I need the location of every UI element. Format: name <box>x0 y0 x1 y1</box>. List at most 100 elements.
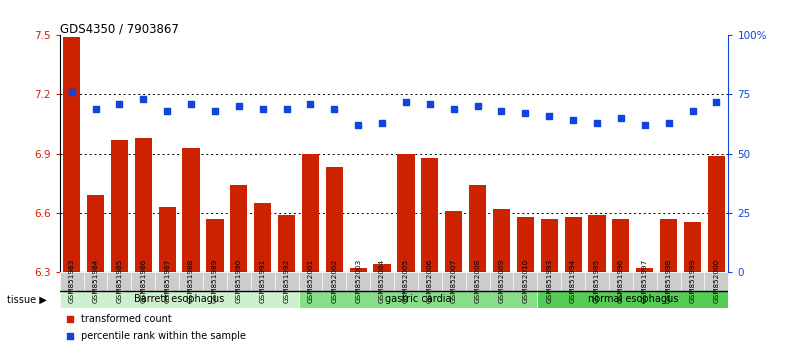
Bar <box>373 264 391 272</box>
Bar <box>60 272 84 291</box>
Bar <box>394 272 418 291</box>
Bar <box>633 272 657 291</box>
Bar <box>254 203 271 272</box>
Point <box>256 106 269 112</box>
Bar <box>540 218 558 272</box>
Bar <box>135 138 152 272</box>
Bar <box>490 272 513 291</box>
Text: GSM851996: GSM851996 <box>618 258 624 303</box>
Bar <box>588 215 606 272</box>
Bar <box>657 272 681 291</box>
Text: GSM851993: GSM851993 <box>546 258 552 303</box>
Text: GSM851990: GSM851990 <box>236 258 242 303</box>
Point <box>447 106 460 112</box>
Point <box>64 333 76 339</box>
Bar <box>87 195 104 272</box>
Text: GSM851984: GSM851984 <box>92 258 99 303</box>
Point <box>423 101 436 107</box>
Point <box>65 89 78 95</box>
Bar <box>302 154 319 272</box>
Text: Barrett esophagus: Barrett esophagus <box>134 295 224 304</box>
Text: GDS4350 / 7903867: GDS4350 / 7903867 <box>60 22 178 35</box>
Text: GSM852001: GSM852001 <box>307 258 314 303</box>
Bar <box>275 272 298 291</box>
Bar <box>251 272 275 291</box>
Bar <box>326 167 343 272</box>
Text: GSM851995: GSM851995 <box>594 258 600 303</box>
Bar <box>179 272 203 291</box>
Bar <box>230 185 248 272</box>
Text: GSM851999: GSM851999 <box>689 258 696 303</box>
Bar <box>182 148 200 272</box>
Point <box>686 108 699 114</box>
Text: GSM851985: GSM851985 <box>116 258 123 303</box>
Text: GSM851987: GSM851987 <box>164 258 170 303</box>
Text: GSM852006: GSM852006 <box>427 258 433 303</box>
Text: GSM851986: GSM851986 <box>140 258 146 303</box>
Text: tissue ▶: tissue ▶ <box>6 295 46 304</box>
Point <box>710 99 723 104</box>
Point <box>89 106 102 112</box>
Bar <box>418 272 442 291</box>
Text: normal esophagus: normal esophagus <box>587 295 678 304</box>
Point <box>113 101 126 107</box>
Point <box>280 106 293 112</box>
Bar <box>561 272 585 291</box>
Text: GSM852003: GSM852003 <box>355 258 361 303</box>
Bar <box>131 272 155 291</box>
Bar <box>278 215 295 272</box>
Bar <box>111 140 128 272</box>
Bar <box>466 272 490 291</box>
Text: GSM852010: GSM852010 <box>522 258 529 303</box>
Text: GSM851989: GSM851989 <box>212 258 218 303</box>
Point <box>232 103 245 109</box>
Bar <box>203 272 227 291</box>
Text: GSM852008: GSM852008 <box>474 258 481 303</box>
Bar <box>636 268 654 272</box>
Text: gastric cardia: gastric cardia <box>384 295 451 304</box>
Bar <box>513 272 537 291</box>
Text: GSM852005: GSM852005 <box>403 258 409 303</box>
Text: GSM851983: GSM851983 <box>68 258 75 303</box>
Point <box>209 108 221 114</box>
Text: GSM851997: GSM851997 <box>642 258 648 303</box>
Bar <box>421 158 439 272</box>
Text: GSM851988: GSM851988 <box>188 258 194 303</box>
Bar <box>84 272 107 291</box>
Text: GSM852009: GSM852009 <box>498 258 505 303</box>
Point <box>495 108 508 114</box>
Bar <box>493 209 510 272</box>
Point <box>161 108 174 114</box>
Bar <box>298 291 537 308</box>
Bar <box>612 218 630 272</box>
Point <box>137 96 150 102</box>
Point <box>185 101 197 107</box>
Text: GSM852004: GSM852004 <box>379 258 385 303</box>
Point <box>591 120 603 126</box>
Text: GSM851994: GSM851994 <box>570 258 576 303</box>
Point <box>400 99 412 104</box>
Text: GSM851992: GSM851992 <box>283 258 290 303</box>
Text: GSM852007: GSM852007 <box>451 258 457 303</box>
Bar <box>397 154 415 272</box>
Point <box>352 122 365 128</box>
Point <box>64 316 76 322</box>
Bar <box>564 217 582 272</box>
Bar <box>442 272 466 291</box>
Point <box>519 110 532 116</box>
Bar <box>704 272 728 291</box>
Text: GSM852002: GSM852002 <box>331 258 338 303</box>
Bar <box>298 272 322 291</box>
Bar <box>227 272 251 291</box>
Bar <box>537 272 561 291</box>
Point <box>471 103 484 109</box>
Point <box>567 118 579 123</box>
Bar <box>346 272 370 291</box>
Bar <box>681 272 704 291</box>
Point <box>376 120 388 126</box>
Bar <box>322 272 346 291</box>
Bar <box>660 218 677 272</box>
Bar <box>63 38 80 272</box>
Text: percentile rank within the sample: percentile rank within the sample <box>81 331 246 341</box>
Point <box>638 122 651 128</box>
